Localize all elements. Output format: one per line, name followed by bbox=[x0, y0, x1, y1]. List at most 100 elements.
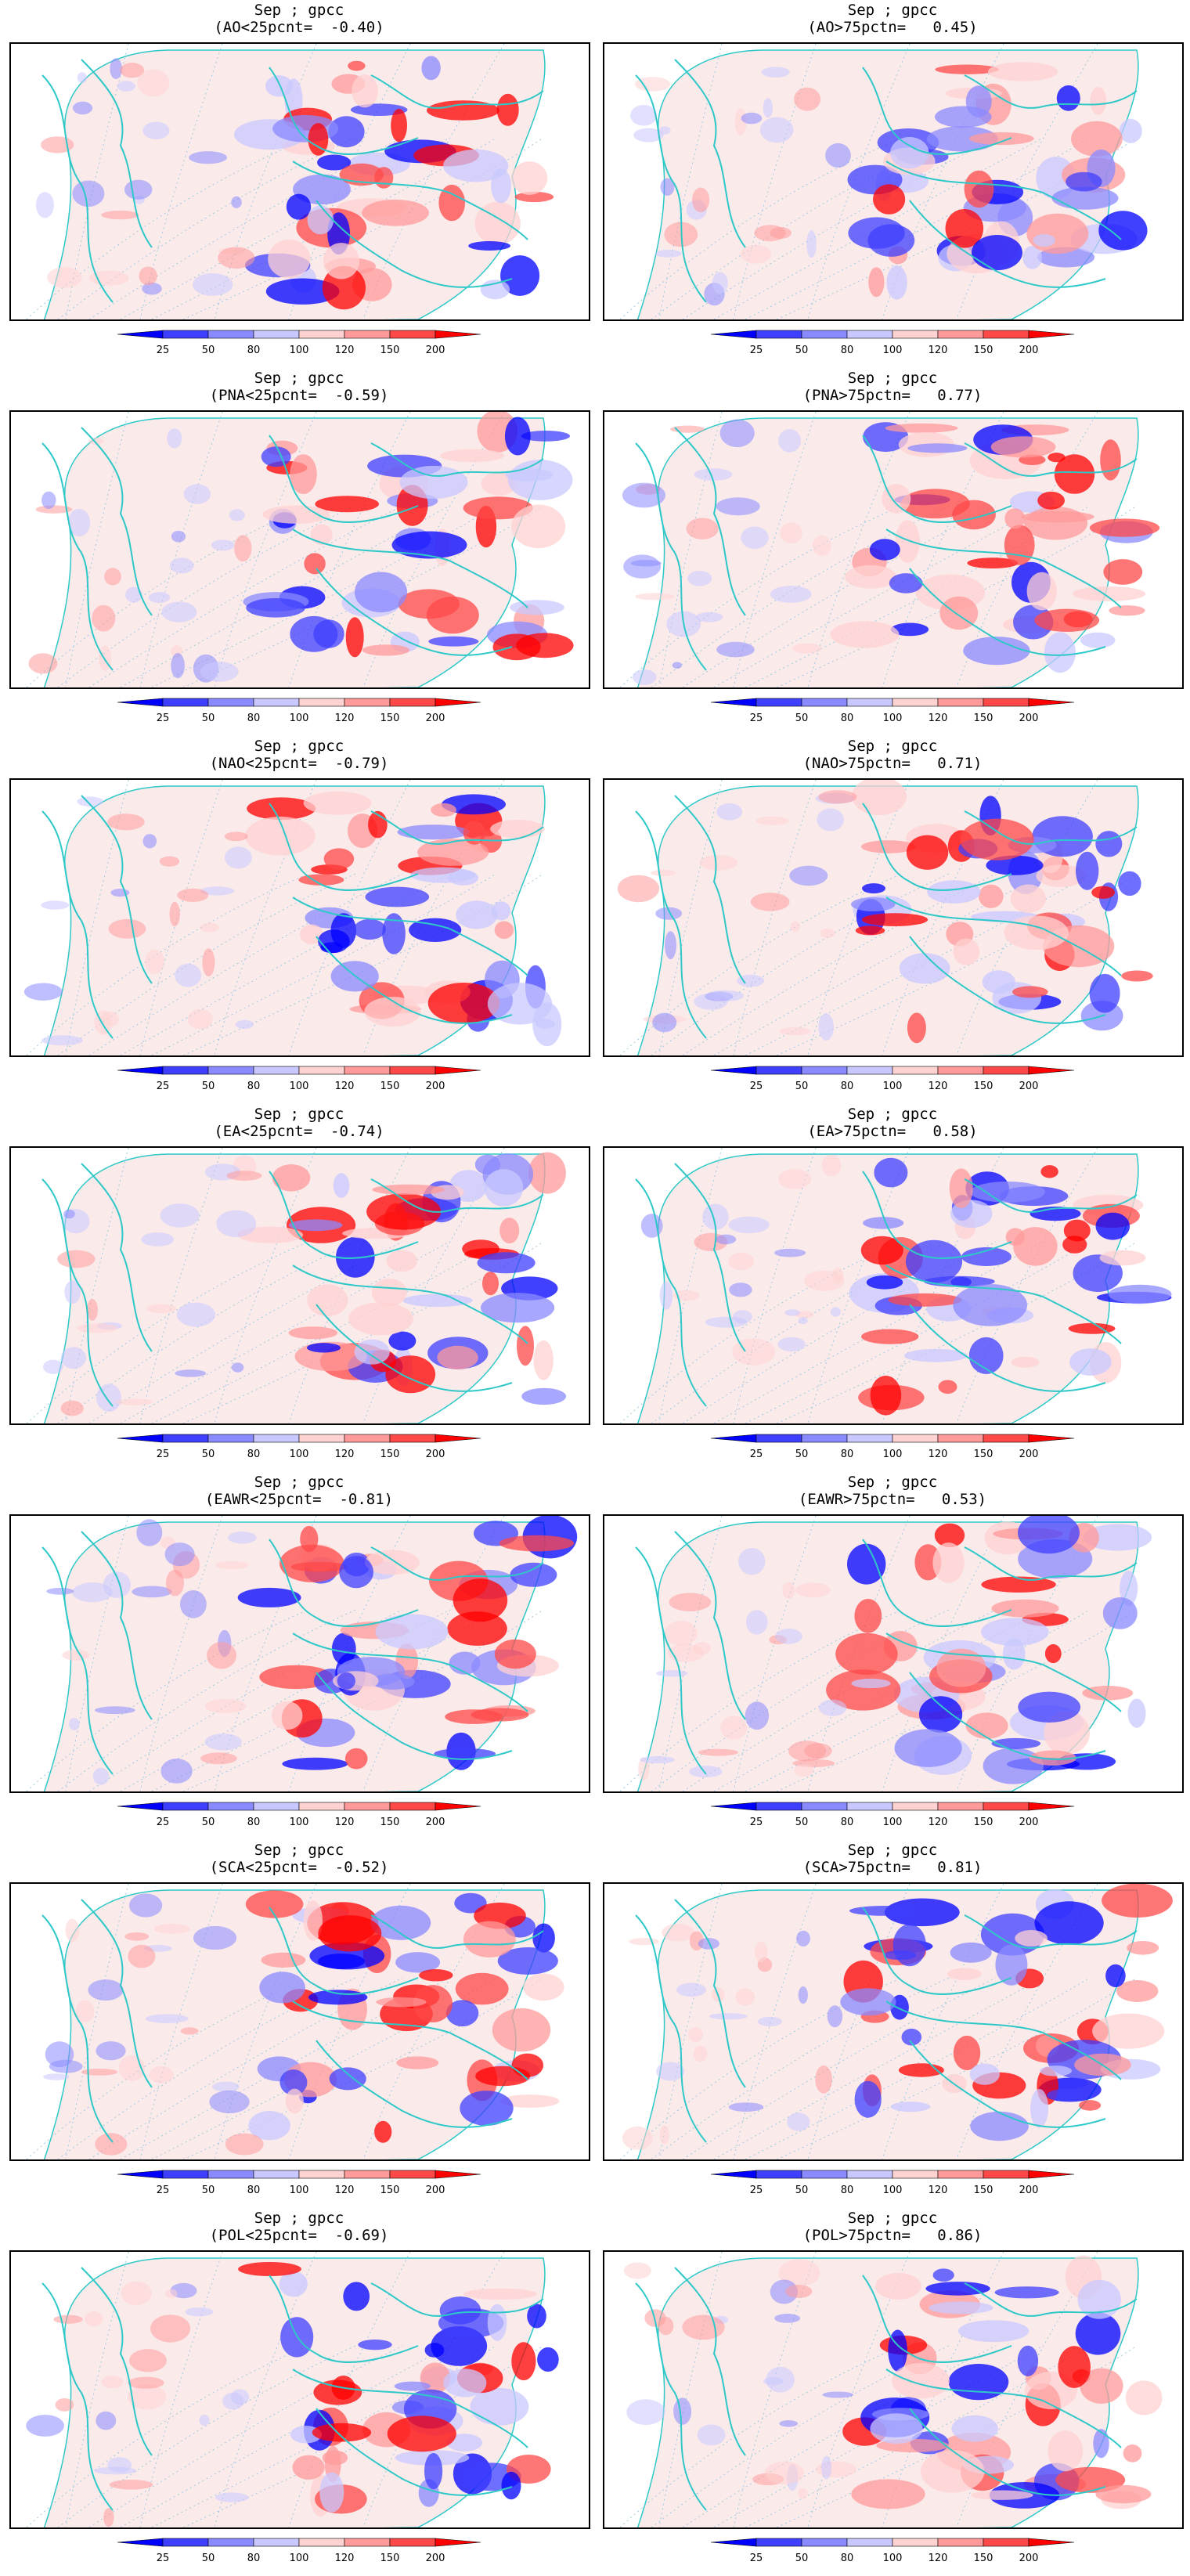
graticule-line bbox=[658, 780, 723, 1055]
anomaly-patch bbox=[62, 1650, 90, 1661]
anomaly-patch bbox=[43, 2073, 70, 2080]
anomaly-patch bbox=[868, 267, 885, 298]
anomaly-patch bbox=[244, 816, 316, 856]
anomaly-patch bbox=[817, 808, 844, 832]
graticule-line bbox=[745, 2345, 1091, 2527]
coastline bbox=[885, 1633, 1122, 1712]
map-panel: Sep ; gpcc (POL>75pctn= 0.86) 25 50 80 100 120… bbox=[603, 2208, 1184, 2576]
anomaly-patch bbox=[180, 2027, 199, 2035]
colorbar-tick-label: 150 bbox=[973, 345, 993, 356]
anomaly-patch bbox=[697, 2424, 726, 2446]
map-plot bbox=[619, 1516, 1152, 1791]
anomaly-patch bbox=[847, 1543, 886, 1585]
anomaly-patch bbox=[938, 1380, 957, 1394]
anomaly-patch bbox=[890, 622, 929, 637]
anomaly-patch bbox=[41, 491, 56, 509]
anomaly-patch bbox=[204, 1698, 247, 1713]
anomaly-patch bbox=[854, 1599, 882, 1633]
anomaly-patch bbox=[397, 824, 470, 840]
colorbar-tick-label: 100 bbox=[882, 1817, 903, 1828]
anomaly-patch bbox=[306, 1343, 341, 1353]
anomaly-patch bbox=[1026, 213, 1089, 254]
anomaly-patch bbox=[921, 2450, 985, 2493]
anomaly-patch bbox=[757, 2016, 783, 2026]
anomaly-patch bbox=[735, 1988, 755, 2006]
map-plot bbox=[619, 1884, 1173, 2159]
coastline bbox=[964, 2282, 1138, 2317]
anomaly-patch bbox=[499, 1535, 575, 1552]
anomaly-patch bbox=[692, 187, 710, 213]
colorbar: 25 50 80 100 120 150 200 bbox=[705, 2166, 1080, 2205]
anomaly-patch bbox=[428, 636, 479, 647]
anomaly-patch bbox=[676, 1983, 706, 1997]
anomaly-patch bbox=[145, 2014, 189, 2023]
colorbar-tick-label: 50 bbox=[795, 1081, 809, 1092]
coastline bbox=[81, 2267, 153, 2456]
panel-subtitle: (EA<25pcnt= -0.74) bbox=[214, 1123, 384, 1140]
anomaly-patch bbox=[1102, 1597, 1138, 1629]
map-panel: Sep ; gpcc (NAO<25pcnt= -0.79) 25 50 80 100 12… bbox=[9, 736, 590, 1104]
anomaly-patch bbox=[818, 1013, 834, 1041]
panel-subtitle: (EAWR>75pctn= 0.53) bbox=[798, 1491, 987, 1508]
colorbar-segment bbox=[710, 698, 757, 707]
map-plot bbox=[619, 1148, 1172, 1423]
colorbar-segment bbox=[389, 698, 436, 707]
graticule-line bbox=[26, 1609, 309, 1791]
anomaly-patch bbox=[165, 2289, 178, 2299]
anomaly-patch bbox=[963, 637, 1030, 666]
coastline bbox=[674, 2267, 746, 2456]
anomaly-patch bbox=[395, 1952, 441, 1973]
anomaly-patch bbox=[440, 449, 504, 463]
anomaly-patch bbox=[481, 1293, 555, 1323]
colorbar-segment bbox=[846, 698, 893, 707]
anomaly-patch bbox=[96, 2041, 126, 2061]
anomaly-patch bbox=[437, 1345, 478, 1369]
panel-title: Sep ; gpcc bbox=[254, 1474, 344, 1491]
coastline bbox=[885, 529, 1122, 608]
graticule-line bbox=[745, 1977, 1091, 2159]
colorbar-tick-label: 150 bbox=[973, 1449, 993, 1460]
map-frame bbox=[603, 42, 1184, 321]
anomaly-patch bbox=[632, 669, 657, 685]
anomaly-patch bbox=[1017, 2345, 1039, 2376]
graticule-line bbox=[807, 412, 911, 687]
anomaly-patch bbox=[1095, 2484, 1152, 2504]
colorbar-tick-label: 50 bbox=[201, 713, 215, 724]
anomaly-patch bbox=[694, 468, 733, 481]
anomaly-patch bbox=[77, 796, 104, 807]
anomaly-patch bbox=[1123, 2444, 1142, 2462]
colorbar: 25 50 80 100 120 150 200 bbox=[705, 1798, 1080, 1837]
anomaly-patch bbox=[1105, 1964, 1126, 1987]
coastline bbox=[81, 795, 153, 984]
anomaly-patch bbox=[129, 2349, 167, 2372]
anomaly-patch bbox=[142, 121, 170, 139]
colorbar-tick-label: 80 bbox=[840, 1449, 854, 1460]
anomaly-patch bbox=[175, 1369, 207, 1377]
anomaly-patch bbox=[936, 1648, 986, 1687]
colorbar: 25 50 80 100 120 150 200 bbox=[111, 1430, 487, 1469]
colorbar-segment bbox=[389, 330, 436, 339]
colorbar-tick-label: 50 bbox=[201, 1449, 215, 1460]
colorbar-segment bbox=[892, 330, 939, 339]
anomaly-patch bbox=[957, 2320, 1030, 2343]
map-frame bbox=[9, 1514, 590, 1793]
colorbar-tick-label: 200 bbox=[425, 2185, 445, 2196]
colorbar-tick-label: 80 bbox=[247, 345, 261, 356]
anomaly-patch bbox=[322, 2450, 348, 2466]
anomaly-patch bbox=[1063, 1219, 1091, 1242]
anomaly-patch bbox=[319, 2472, 344, 2513]
anomaly-patch bbox=[521, 1387, 567, 1405]
anomaly-patch bbox=[438, 2308, 504, 2338]
anomaly-patch bbox=[740, 244, 772, 264]
anomaly-patch bbox=[875, 2272, 921, 2300]
anomaly-patch bbox=[290, 1561, 348, 1572]
anomaly-patch bbox=[527, 2304, 546, 2329]
graticule-line bbox=[65, 412, 129, 687]
anomaly-patch bbox=[664, 1621, 698, 1646]
anomaly-patch bbox=[635, 593, 675, 601]
anomaly-patch bbox=[1029, 1750, 1076, 1766]
anomaly-patch bbox=[987, 62, 1058, 81]
colorbar-tick-label: 25 bbox=[156, 1081, 170, 1092]
anomaly-patch bbox=[317, 154, 352, 171]
colorbar-tick-label: 120 bbox=[334, 1817, 355, 1828]
